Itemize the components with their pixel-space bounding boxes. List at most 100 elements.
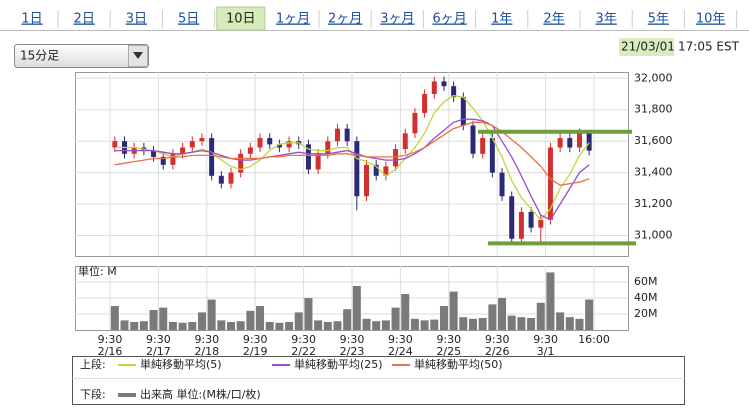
candle-body	[151, 150, 157, 157]
x-tick-time: 9:30	[98, 333, 123, 346]
volume-bar	[527, 318, 536, 330]
volume-bar	[381, 320, 390, 330]
tab[interactable]: 1年	[491, 12, 512, 27]
volume-bar	[565, 317, 574, 330]
candle-body	[170, 153, 176, 165]
volume-bar	[507, 315, 516, 330]
tab[interactable]: 1日	[21, 12, 42, 27]
volume-bar	[556, 312, 565, 330]
tab[interactable]: 3日	[126, 12, 147, 27]
volume-bar	[488, 304, 497, 330]
candle-body	[441, 81, 447, 87]
candle-body	[489, 138, 495, 173]
candle-body	[189, 141, 195, 148]
candle-body	[557, 138, 563, 148]
volume-bar	[546, 272, 555, 330]
tab[interactable]: 10年	[696, 12, 726, 27]
volume-bar	[420, 320, 429, 330]
timestamp-time: 17:05 EST	[678, 40, 740, 54]
candle-body	[402, 133, 408, 150]
x-tick-date: 2/18	[194, 345, 219, 358]
volume-bar	[275, 322, 284, 330]
volume-tick-label: 40M	[634, 291, 658, 304]
volume-bar	[323, 322, 332, 330]
y-tick-label: 31,800	[634, 103, 673, 116]
y-tick-label: 31,000	[634, 229, 673, 242]
x-tick-time: 9:30	[533, 333, 558, 346]
x-tick-date: 2/17	[146, 345, 171, 358]
candle-body	[470, 125, 476, 154]
x-tick-date: 2/19	[243, 345, 268, 358]
y-tick-label: 31,400	[634, 166, 673, 179]
legend-label: 単純移動平均(5)	[140, 357, 222, 371]
candle-body	[325, 141, 331, 154]
candle-body	[576, 133, 582, 148]
volume-bar	[439, 306, 448, 330]
tab[interactable]: 5年	[648, 12, 669, 27]
volume-bar	[227, 322, 235, 330]
dropdown-box[interactable]	[14, 44, 149, 68]
x-tick-date: 2/25	[436, 345, 461, 358]
tab[interactable]: 2年	[543, 12, 564, 27]
candle-body	[276, 144, 282, 148]
candle-body	[334, 128, 340, 142]
x-tick-time: 9:30	[243, 333, 268, 346]
y-tick-label: 31,200	[634, 197, 673, 210]
legend-upper: 上段:	[80, 357, 106, 371]
volume-unit: 単位: M	[78, 264, 117, 278]
tab[interactable]: 6ヶ月	[432, 12, 466, 27]
volume-bar	[197, 312, 206, 330]
candle-body	[373, 164, 379, 176]
tab[interactable]: 1ヶ月	[276, 12, 310, 27]
y-tick-label: 32,000	[634, 71, 673, 84]
candle-body	[518, 211, 524, 239]
moving-average-line	[114, 121, 590, 186]
candle-body	[538, 219, 544, 228]
x-tick-time: 9:30	[194, 333, 219, 346]
volume-bar	[372, 321, 381, 330]
x-tick-time: 16:00	[578, 333, 610, 346]
candle-body	[547, 147, 553, 220]
candle-body	[344, 128, 350, 142]
volume-bar	[343, 309, 352, 330]
candle-body	[431, 81, 437, 95]
volume-tick-label: 20M	[634, 307, 658, 320]
volume-bar	[352, 286, 361, 330]
tab-bar: 1日 2日 3日 5日 10日 1ヶ月 2ヶ月 3ヶ月 6ヶ月 1年 2年 3年 5年 10年	[21, 6, 738, 31]
interval-dropdown[interactable]: 15分足	[14, 44, 149, 68]
tab[interactable]: 3年	[596, 12, 617, 27]
candle-body	[112, 141, 118, 148]
tab[interactable]: 2日	[74, 12, 95, 27]
volume-bar	[333, 321, 342, 330]
x-tick-date: 3/1	[537, 345, 555, 358]
tab[interactable]: 5日	[178, 12, 199, 27]
volume-bar	[236, 321, 245, 330]
x-tick-time: 9:30	[340, 333, 365, 346]
x-tick-date: 2/16	[98, 345, 123, 358]
tab[interactable]: 2ヶ月	[328, 12, 362, 27]
volume-bar	[362, 318, 371, 330]
candle-body	[460, 97, 466, 126]
x-tick-date: 2/26	[485, 345, 510, 358]
volume-bar	[265, 322, 274, 330]
y-tick-label: 31,600	[634, 134, 673, 147]
candle-body	[209, 138, 215, 176]
tab[interactable]: 10日	[226, 12, 256, 27]
volume-bar	[449, 291, 458, 330]
volume-bar	[178, 322, 187, 330]
candle-body	[451, 86, 457, 98]
volume-tick-label: 60M	[634, 275, 658, 288]
volume-bar	[188, 322, 197, 330]
volume-bar	[314, 320, 323, 330]
candle-body	[499, 172, 505, 197]
volume-bar	[304, 298, 313, 330]
candle-body	[509, 196, 515, 239]
tab[interactable]: 3ヶ月	[380, 12, 414, 27]
candle-body	[528, 211, 534, 228]
volume-bar	[256, 306, 265, 330]
volume-bar	[285, 322, 294, 330]
legend-lower: 下段:	[80, 387, 106, 401]
candle-body	[228, 172, 234, 184]
x-tick-time: 9:30	[146, 333, 171, 346]
